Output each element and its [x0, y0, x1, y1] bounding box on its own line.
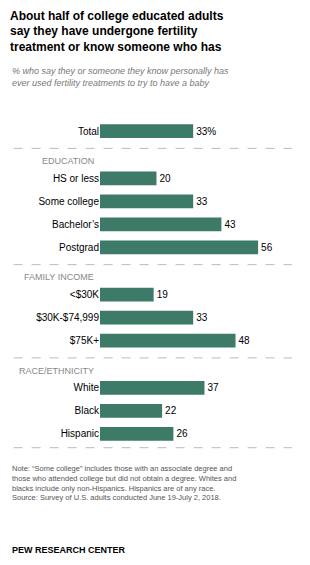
svg-text:26: 26: [176, 428, 188, 439]
svg-text:% who say they or someone they: % who say they or someone they know pers…: [12, 66, 229, 88]
svg-text:Some college: Some college: [38, 196, 99, 207]
svg-text:FAMILY INCOME: FAMILY INCOME: [24, 272, 94, 282]
svg-text:About half of college educated: About half of college educated adultssay…: [10, 9, 224, 54]
svg-text:48: 48: [239, 335, 251, 346]
svg-text:Black: Black: [75, 405, 100, 416]
svg-text:PEW RESEARCH CENTER: PEW RESEARCH CENTER: [12, 545, 126, 555]
svg-text:White: White: [73, 382, 99, 393]
svg-text:EDUCATION: EDUCATION: [42, 156, 94, 166]
svg-text:33%: 33%: [196, 126, 216, 137]
svg-text:33: 33: [196, 196, 208, 207]
svg-text:56: 56: [261, 242, 273, 253]
svg-text:19: 19: [157, 289, 169, 300]
svg-text:37: 37: [207, 382, 219, 393]
svg-text:Note: “Some college” includes: Note: “Some college” includes those with…: [12, 464, 236, 502]
svg-text:<$30K: <$30K: [70, 289, 100, 300]
svg-text:43: 43: [224, 219, 236, 230]
svg-text:22: 22: [165, 405, 177, 416]
svg-text:33: 33: [196, 312, 208, 323]
svg-text:Bachelor’s: Bachelor’s: [52, 219, 99, 230]
svg-text:Total: Total: [78, 126, 99, 137]
svg-text:Postgrad: Postgrad: [59, 242, 99, 253]
svg-text:$75K+: $75K+: [70, 335, 99, 346]
svg-text:HS or less: HS or less: [53, 173, 99, 184]
svg-text:20: 20: [159, 173, 171, 184]
svg-text:Hispanic: Hispanic: [61, 428, 99, 439]
svg-text:$30K-$74,999: $30K-$74,999: [36, 312, 99, 323]
svg-text:RACE/ETHNICITY: RACE/ETHNICITY: [19, 366, 94, 376]
